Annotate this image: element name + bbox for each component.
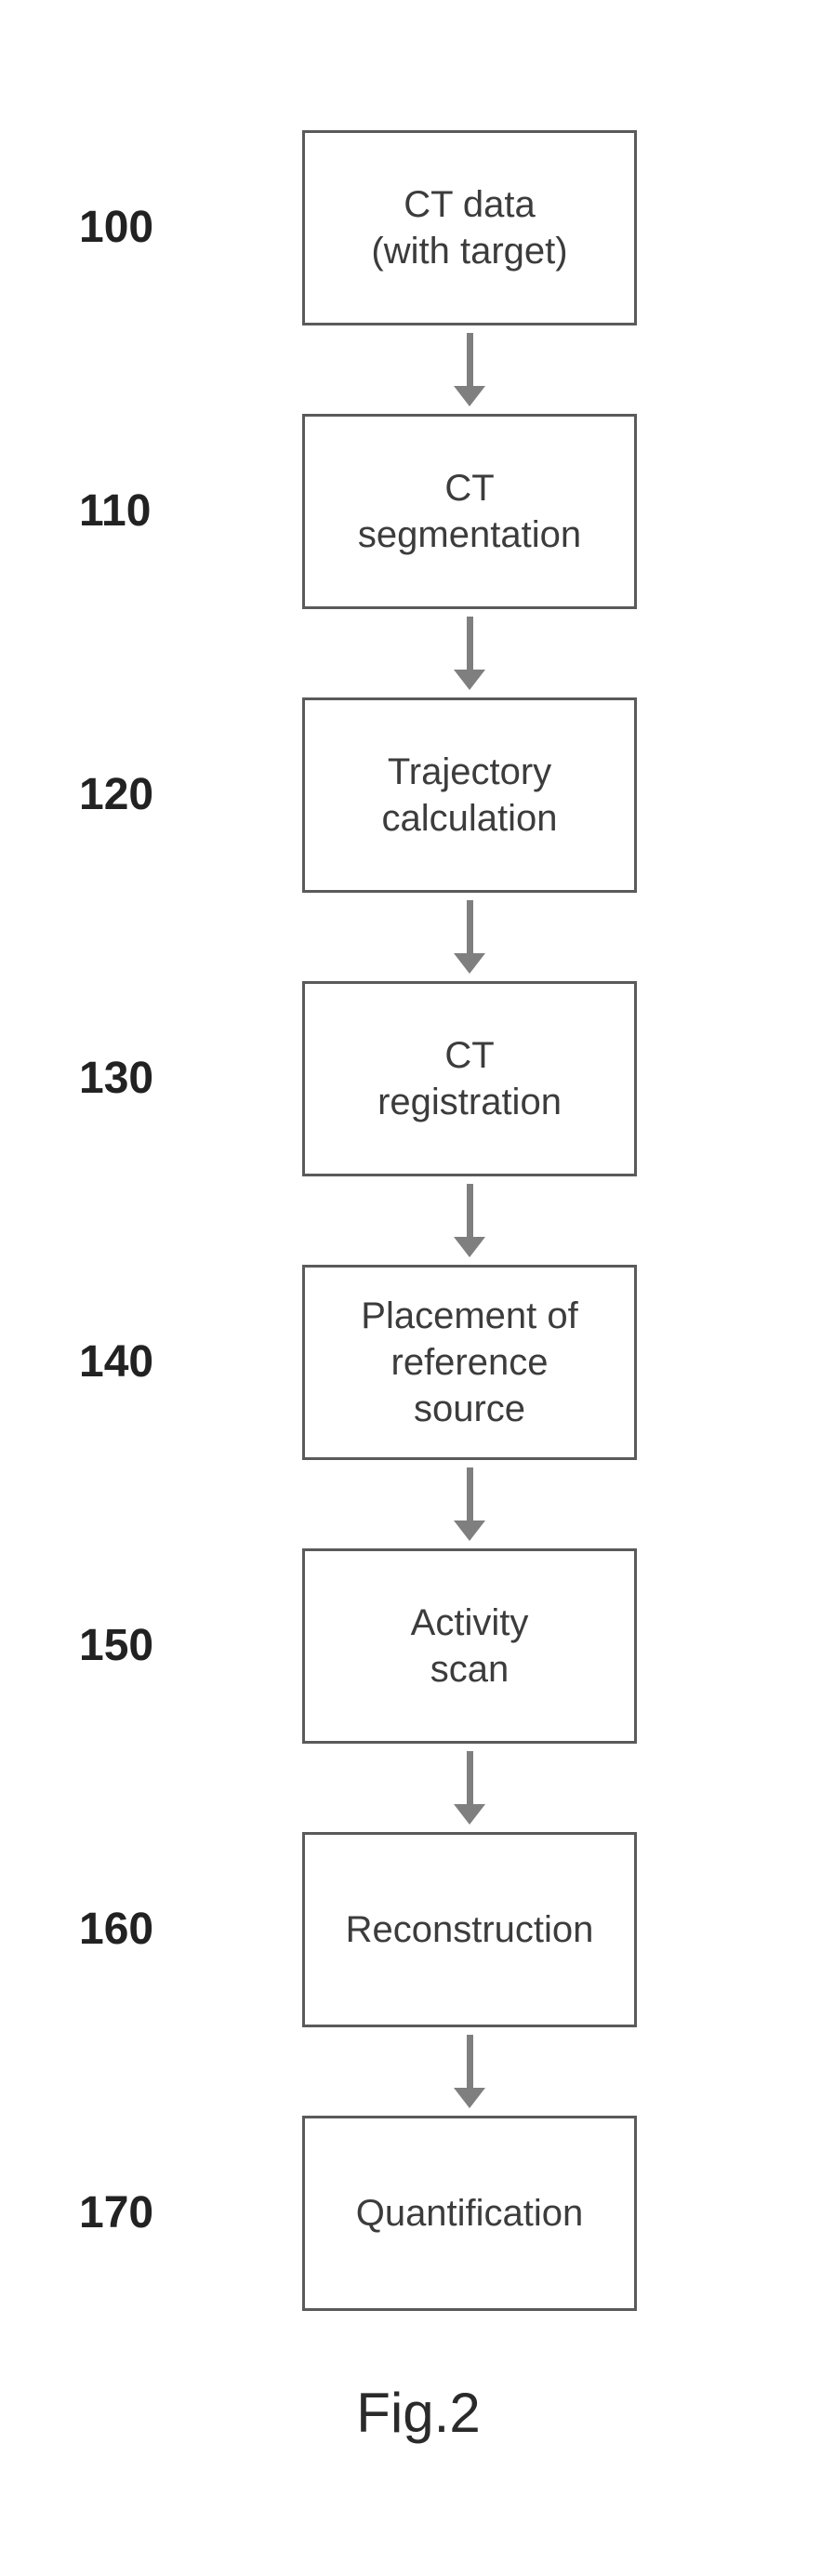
flow-node-140: Placement ofreferencesource [302, 1265, 637, 1460]
arrow-head-icon [454, 1520, 485, 1541]
flow-node-number-120: 120 [79, 769, 153, 820]
flow-node-170: Quantification [302, 2116, 637, 2311]
arrow-line [467, 1184, 473, 1237]
arrow-head-icon [454, 953, 485, 974]
arrow-line [467, 333, 473, 386]
flow-node-label: Activityscan [411, 1600, 529, 1693]
flow-node-number-170: 170 [79, 2187, 153, 2238]
flow-node-label: Quantification [356, 2190, 584, 2237]
flow-node-label: CTregistration [377, 1032, 562, 1125]
flow-node-label: Placement ofreferencesource [361, 1293, 577, 1432]
flow-node-130: CTregistration [302, 981, 637, 1176]
flow-node-number-110: 110 [79, 485, 151, 537]
flow-node-number-160: 160 [79, 1904, 153, 1955]
arrow-head-icon [454, 386, 485, 406]
arrow-line [467, 1467, 473, 1520]
flow-node-150: Activityscan [302, 1548, 637, 1744]
flow-node-label: Reconstruction [346, 1906, 594, 1953]
flow-node-number-150: 150 [79, 1620, 153, 1671]
figure-caption: Fig.2 [279, 2381, 558, 2445]
flow-node-100: CT data(with target) [302, 130, 637, 325]
arrow-head-icon [454, 2088, 485, 2108]
flow-node-label: Trajectorycalculation [381, 749, 557, 842]
flow-node-label: CTsegmentation [358, 465, 581, 558]
arrow-line [467, 900, 473, 953]
flow-node-label: CT data(with target) [371, 181, 567, 274]
arrow-line [467, 2035, 473, 2088]
flowchart-canvas: CT data(with target) 100 CTsegmentation 110… [0, 0, 834, 2576]
arrow-head-icon [454, 1804, 485, 1825]
flow-node-number-140: 140 [79, 1336, 153, 1388]
arrow-head-icon [454, 1237, 485, 1257]
flow-node-number-130: 130 [79, 1053, 153, 1104]
arrow-line [467, 617, 473, 670]
flow-node-120: Trajectorycalculation [302, 697, 637, 893]
flow-node-number-100: 100 [79, 202, 153, 253]
flow-node-110: CTsegmentation [302, 414, 637, 609]
arrow-head-icon [454, 670, 485, 690]
flow-node-160: Reconstruction [302, 1832, 637, 2027]
arrow-line [467, 1751, 473, 1804]
